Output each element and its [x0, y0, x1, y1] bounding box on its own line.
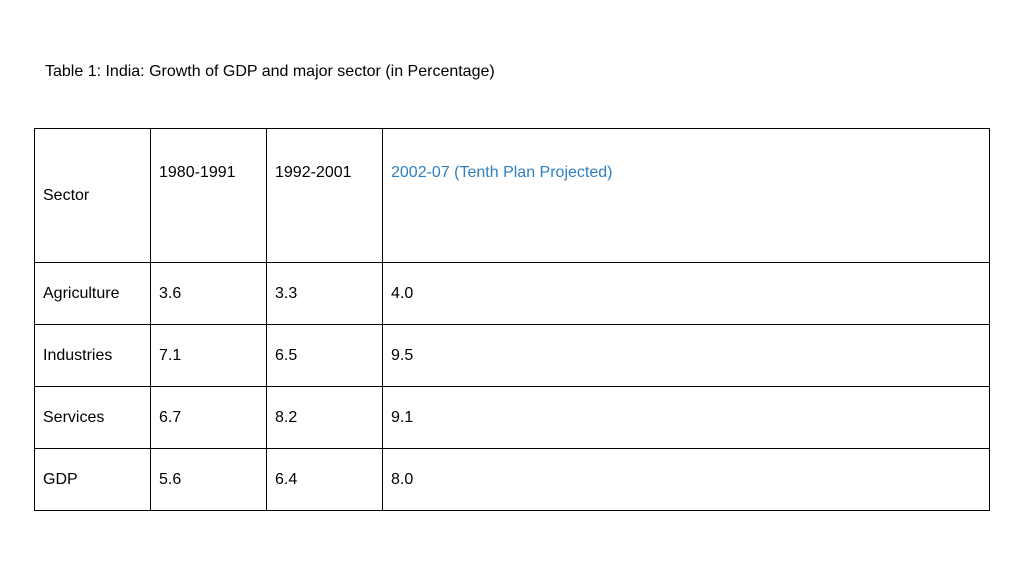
value-cell: 6.4 [266, 448, 383, 511]
table-row: GDP 5.6 6.4 8.0 [34, 448, 990, 511]
sector-cell: Industries [34, 324, 151, 387]
header-1980-1991: 1980-1991 [150, 128, 267, 263]
value-cell: 5.6 [150, 448, 267, 511]
table-caption: Table 1: India: Growth of GDP and major … [45, 63, 495, 80]
value-cell: 9.5 [382, 324, 990, 387]
value-cell: 3.3 [266, 262, 383, 325]
value-cell: 6.7 [150, 386, 267, 449]
growth-table: Sector 1980-1991 1992-2001 2002-07 (Tent… [34, 128, 990, 511]
value-cell: 7.1 [150, 324, 267, 387]
value-cell: 6.5 [266, 324, 383, 387]
header-1992-2001: 1992-2001 [266, 128, 383, 263]
value-cell: 8.2 [266, 386, 383, 449]
header-sector: Sector [34, 128, 151, 263]
table-row: Services 6.7 8.2 9.1 [34, 386, 990, 449]
sector-cell: Services [34, 386, 151, 449]
sector-cell: Agriculture [34, 262, 151, 325]
value-cell: 4.0 [382, 262, 990, 325]
value-cell: 3.6 [150, 262, 267, 325]
header-2002-07: 2002-07 (Tenth Plan Projected) [382, 128, 990, 263]
value-cell: 9.1 [382, 386, 990, 449]
value-cell: 8.0 [382, 448, 990, 511]
sector-cell: GDP [34, 448, 151, 511]
table-row: Industries 7.1 6.5 9.5 [34, 324, 990, 387]
table-row: Agriculture 3.6 3.3 4.0 [34, 262, 990, 325]
table-header-row: Sector 1980-1991 1992-2001 2002-07 (Tent… [34, 128, 990, 263]
